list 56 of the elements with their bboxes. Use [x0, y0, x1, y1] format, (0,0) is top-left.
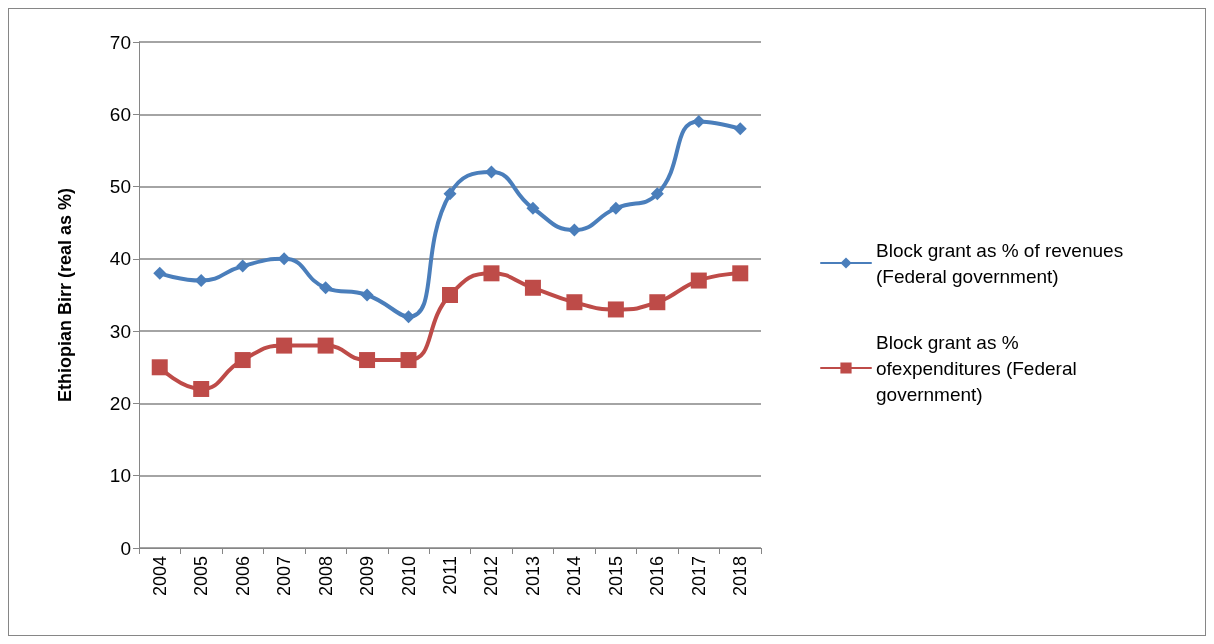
point	[360, 288, 374, 302]
point	[733, 122, 747, 136]
point	[194, 274, 208, 288]
point	[524, 279, 541, 296]
x-tick-label: 2015	[605, 556, 626, 597]
x-tick-label: 2017	[688, 556, 709, 597]
y-tick-label: 10	[109, 465, 131, 487]
point	[193, 380, 210, 397]
y-tick-label: 30	[109, 320, 131, 342]
point	[567, 223, 581, 237]
x-tick-label: 2007	[274, 556, 295, 597]
x-tick-label: 2009	[357, 556, 378, 597]
point	[484, 165, 498, 179]
point	[443, 187, 457, 201]
point	[402, 310, 416, 324]
point	[153, 266, 167, 280]
y-tick-label: 0	[120, 537, 131, 559]
x-tick-label: 2010	[398, 556, 419, 597]
point	[236, 259, 250, 273]
point	[690, 272, 707, 289]
x-tick-label: 2014	[564, 556, 585, 597]
point	[650, 187, 664, 201]
point	[277, 252, 291, 266]
point	[359, 352, 376, 369]
x-tick-label: 2013	[522, 556, 543, 597]
point	[276, 337, 293, 354]
point	[317, 337, 334, 354]
x-tick-label: 2005	[191, 556, 212, 597]
point	[151, 359, 168, 376]
y-tick-label: 20	[109, 392, 131, 414]
y-tick-label: 60	[109, 103, 131, 125]
point	[319, 281, 333, 295]
point	[234, 352, 251, 369]
point	[649, 294, 666, 311]
point	[442, 287, 458, 303]
point	[692, 115, 706, 129]
point	[400, 352, 417, 369]
x-tick-label: 2011	[440, 556, 460, 595]
point	[526, 201, 540, 215]
y-axis-title: Ethiopian Birr (real as %)	[55, 187, 75, 403]
point	[609, 201, 623, 215]
x-tick-label: 2008	[315, 556, 336, 597]
x-tick-label: 2018	[730, 556, 751, 597]
x-tick-label: 2012	[481, 556, 502, 597]
legend-label: Block grant as % ofexpenditures (Federal government)	[876, 331, 1082, 405]
x-tick-label: 2004	[149, 556, 170, 597]
point	[607, 301, 624, 318]
x-tick-label: 2006	[232, 556, 253, 597]
legend-label: Block grant as % of revenues (Federal government)	[876, 239, 1129, 287]
y-tick-label: 70	[109, 31, 131, 53]
x-tick-label: 2016	[647, 556, 668, 597]
y-tick-label: 50	[109, 176, 131, 198]
y-tick-label: 40	[109, 248, 131, 270]
point	[566, 294, 583, 311]
point	[483, 265, 500, 282]
point	[732, 265, 749, 282]
